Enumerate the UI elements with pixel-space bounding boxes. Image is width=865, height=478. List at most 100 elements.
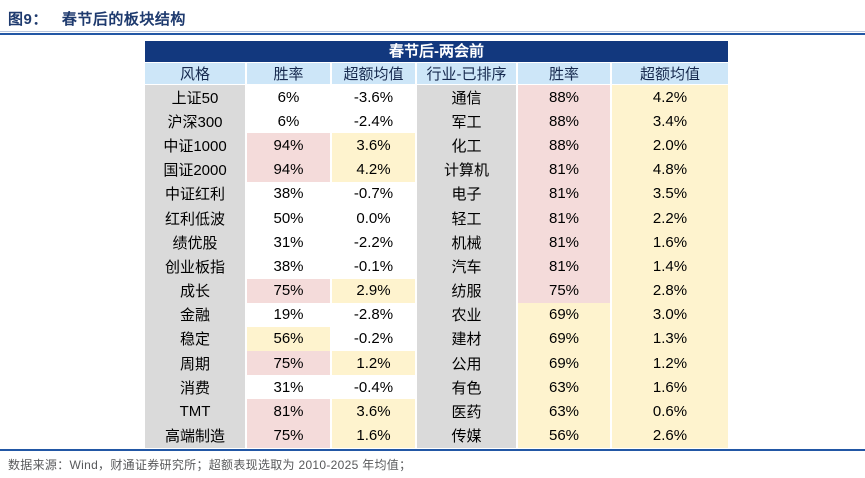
footer-divider (0, 449, 865, 451)
style-winrate-cell: 38% (245, 181, 331, 206)
style-excess-cell: -3.6% (330, 84, 416, 110)
industry-excess-cell: 3.5% (610, 181, 728, 206)
table-row: 中证1000 94% 3.6% 化工 88% 2.0% (145, 133, 728, 158)
style-name-cell: 红利低波 (145, 205, 246, 231)
style-name-cell: 金融 (145, 302, 246, 327)
column-header: 超额均值 (610, 63, 728, 85)
industry-winrate-cell: 69% (516, 302, 611, 327)
table-row: 红利低波 50% 0.0% 轻工 81% 2.2% (145, 205, 728, 231)
industry-name-cell: 农业 (415, 302, 517, 327)
industry-winrate-cell: 63% (516, 399, 611, 424)
style-winrate-cell: 50% (245, 205, 331, 231)
industry-excess-cell: 4.8% (610, 157, 728, 182)
table-row: 沪深300 6% -2.4% 军工 88% 3.4% (145, 109, 728, 134)
industry-name-cell: 轻工 (415, 205, 517, 231)
style-excess-cell: 3.6% (330, 133, 416, 158)
style-name-cell: 周期 (145, 351, 246, 376)
divider-light-line (0, 31, 865, 32)
style-winrate-cell: 19% (245, 302, 331, 327)
style-excess-cell: 1.2% (330, 351, 416, 376)
industry-excess-cell: 3.4% (610, 109, 728, 134)
industry-excess-cell: 2.8% (610, 278, 728, 303)
style-excess-cell: 0.0% (330, 205, 416, 231)
industry-winrate-cell: 81% (516, 230, 611, 255)
style-winrate-cell: 75% (245, 351, 331, 376)
style-winrate-cell: 31% (245, 375, 331, 400)
industry-winrate-cell: 56% (516, 423, 611, 448)
industry-winrate-cell: 69% (516, 351, 611, 376)
style-name-cell: 国证2000 (145, 157, 246, 182)
industry-name-cell: 化工 (415, 133, 517, 158)
style-winrate-cell: 38% (245, 254, 331, 279)
style-winrate-cell: 94% (245, 157, 331, 182)
style-excess-cell: -2.2% (330, 230, 416, 255)
table-row: TMT 81% 3.6% 医药 63% 0.6% (145, 399, 728, 424)
title-divider (0, 31, 865, 35)
table-row: 稳定 56% -0.2% 建材 69% 1.3% (145, 326, 728, 352)
industry-name-cell: 医药 (415, 399, 517, 424)
industry-name-cell: 有色 (415, 375, 517, 400)
industry-excess-cell: 0.6% (610, 399, 728, 424)
style-winrate-cell: 31% (245, 230, 331, 255)
industry-excess-cell: 2.2% (610, 205, 728, 231)
industry-name-cell: 机械 (415, 230, 517, 255)
industry-winrate-cell: 88% (516, 133, 611, 158)
style-winrate-cell: 75% (245, 278, 331, 303)
style-excess-cell: 1.6% (330, 423, 416, 448)
style-name-cell: 绩优股 (145, 230, 246, 255)
style-name-cell: 高端制造 (145, 423, 246, 448)
industry-winrate-cell: 81% (516, 254, 611, 279)
table-row: 周期 75% 1.2% 公用 69% 1.2% (145, 351, 728, 376)
industry-excess-cell: 1.2% (610, 351, 728, 376)
style-name-cell: 上证50 (145, 84, 246, 110)
industry-winrate-cell: 81% (516, 181, 611, 206)
industry-name-cell: 建材 (415, 326, 517, 352)
industry-excess-cell: 3.0% (610, 302, 728, 327)
industry-excess-cell: 2.6% (610, 423, 728, 448)
divider-gap (0, 32, 865, 33)
data-source-note: 数据来源：Wind，财通证券研究所；超额表现选取为 2010-2025 年均值； (8, 458, 412, 472)
industry-excess-cell: 1.6% (610, 230, 728, 255)
industry-name-cell: 通信 (415, 84, 517, 110)
industry-excess-cell: 2.0% (610, 133, 728, 158)
sector-structure-table: 春节后-两会前 风格 胜率 超额均值 行业-已排序 胜率 超额均值 上证50 6% -3.6%… (145, 41, 728, 448)
style-excess-cell: -0.1% (330, 254, 416, 279)
style-winrate-cell: 56% (245, 326, 331, 352)
table-row: 上证50 6% -3.6% 通信 88% 4.2% (145, 84, 728, 110)
table-row: 金融 19% -2.8% 农业 69% 3.0% (145, 302, 728, 327)
style-excess-cell: -0.4% (330, 375, 416, 400)
style-excess-cell: -2.4% (330, 109, 416, 134)
industry-excess-cell: 1.3% (610, 326, 728, 352)
table-row: 高端制造 75% 1.6% 传媒 56% 2.6% (145, 423, 728, 448)
industry-name-cell: 电子 (415, 181, 517, 206)
style-winrate-cell: 6% (245, 109, 331, 134)
column-header: 超额均值 (330, 63, 416, 85)
style-excess-cell: 3.6% (330, 399, 416, 424)
industry-winrate-cell: 69% (516, 326, 611, 352)
table-row: 国证2000 94% 4.2% 计算机 81% 4.8% (145, 157, 728, 182)
industry-winrate-cell: 81% (516, 157, 611, 182)
style-name-cell: 创业板指 (145, 254, 246, 279)
industry-name-cell: 纺服 (415, 278, 517, 303)
industry-name-cell: 传媒 (415, 423, 517, 448)
style-name-cell: 成长 (145, 278, 246, 303)
style-name-cell: 消费 (145, 375, 246, 400)
divider-dark-line (0, 33, 865, 35)
style-winrate-cell: 6% (245, 84, 331, 110)
column-header-row: 风格 胜率 超额均值 行业-已排序 胜率 超额均值 (145, 63, 728, 85)
industry-name-cell: 计算机 (415, 157, 517, 182)
style-name-cell: 中证1000 (145, 133, 246, 158)
style-excess-cell: 4.2% (330, 157, 416, 182)
figure-title: 图9： 春节后的板块结构 (8, 8, 186, 29)
data-table: 风格 胜率 超额均值 行业-已排序 胜率 超额均值 上证50 6% -3.6% 通信 88% 4.2… (145, 63, 728, 448)
industry-excess-cell: 1.4% (610, 254, 728, 279)
industry-winrate-cell: 88% (516, 84, 611, 110)
style-name-cell: 中证红利 (145, 181, 246, 206)
style-name-cell: 稳定 (145, 326, 246, 352)
table-row: 创业板指 38% -0.1% 汽车 81% 1.4% (145, 254, 728, 279)
table-banner: 春节后-两会前 (145, 41, 728, 63)
style-excess-cell: -2.8% (330, 302, 416, 327)
style-name-cell: TMT (145, 399, 246, 424)
table-row: 中证红利 38% -0.7% 电子 81% 3.5% (145, 181, 728, 206)
style-winrate-cell: 75% (245, 423, 331, 448)
